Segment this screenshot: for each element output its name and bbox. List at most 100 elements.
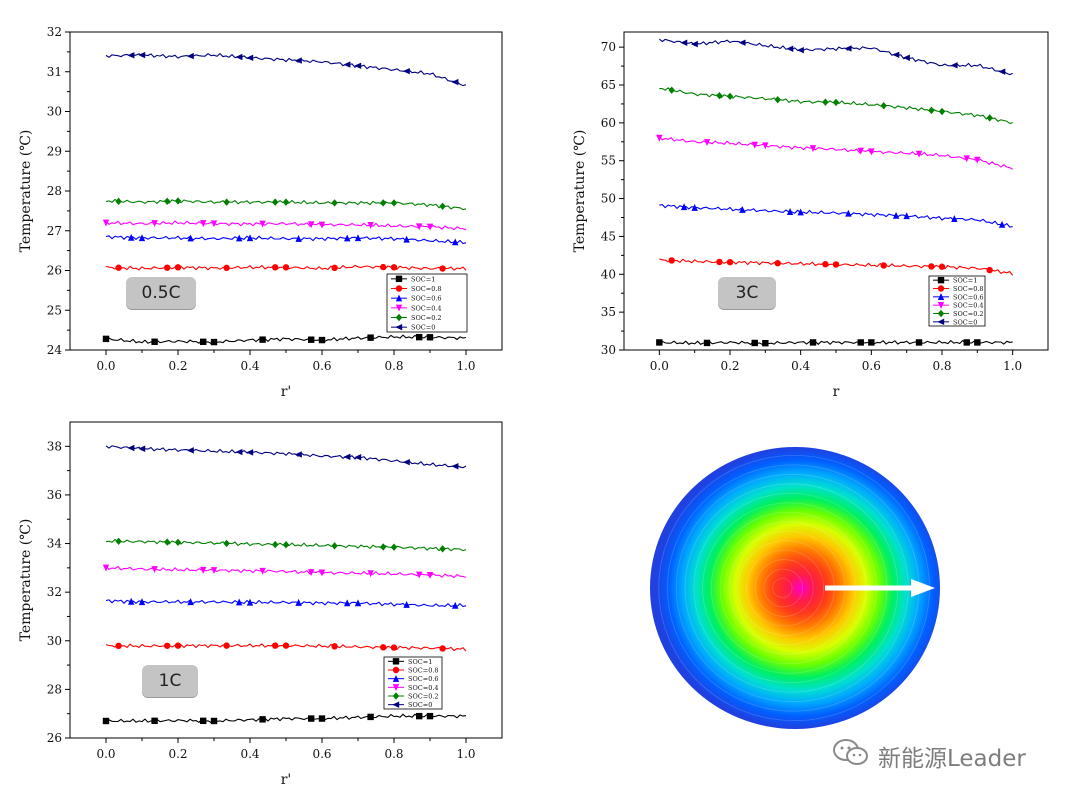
data-point xyxy=(115,197,122,206)
data-point xyxy=(986,266,993,274)
data-point xyxy=(282,541,290,549)
data-point xyxy=(786,208,794,215)
data-point xyxy=(868,148,875,156)
wechat-icon xyxy=(832,738,870,774)
data-point xyxy=(928,106,935,115)
data-point xyxy=(138,598,146,606)
x-tick-label: 0.4 xyxy=(791,359,810,373)
x-tick-label: 0.6 xyxy=(862,359,881,373)
data-point xyxy=(998,68,1006,75)
legend-label: SOC=0 xyxy=(953,318,977,326)
data-point xyxy=(403,601,410,608)
data-point xyxy=(915,339,923,346)
series-SOC=0.4 xyxy=(102,219,467,231)
data-point xyxy=(115,537,122,545)
series-SOC=0 xyxy=(658,38,1013,76)
data-point xyxy=(726,258,734,266)
data-point xyxy=(963,155,970,163)
x-tick-label: 0.2 xyxy=(720,359,739,373)
data-point xyxy=(308,221,315,229)
series-SOC=1 xyxy=(102,333,467,346)
x-tick-label: 0.8 xyxy=(932,359,951,373)
data-point xyxy=(680,203,688,211)
data-point xyxy=(102,219,110,227)
data-point xyxy=(102,564,110,572)
series-SOC=0.4 xyxy=(656,134,1013,170)
data-point xyxy=(151,220,158,228)
data-point xyxy=(294,451,302,458)
contour-isoline xyxy=(763,568,804,608)
legend-label: SOC=0.8 xyxy=(953,285,984,293)
data-point xyxy=(390,199,398,207)
series-SOC=0.2 xyxy=(105,537,467,553)
data-point xyxy=(439,645,446,652)
data-point xyxy=(880,262,887,269)
legend-box xyxy=(383,656,443,710)
chart-1C: 26 28 30 32 34 36 38 0.0 0.2 0.4 0.6 0.8 1.0 r' Temper… xyxy=(0,408,520,803)
legend-swatch-marker xyxy=(395,313,403,322)
legend-swatch-marker xyxy=(395,285,403,292)
chart-0.5C: 24 25 26 27 28 29 30 31 32 0.0 0.2 0.4 0.6 0.8 1.0 r' Te… xyxy=(0,0,520,408)
legend-swatch-marker xyxy=(937,301,945,309)
data-point xyxy=(295,598,302,606)
x-tick-label: 0.0 xyxy=(650,359,669,373)
data-point xyxy=(416,712,423,720)
data-point xyxy=(272,264,279,271)
data-point xyxy=(892,51,900,58)
data-point xyxy=(452,601,459,609)
data-point xyxy=(832,261,840,268)
data-point xyxy=(832,98,840,107)
series-line xyxy=(658,135,1013,170)
x-tick-label: 0.0 xyxy=(96,747,115,761)
data-point xyxy=(128,597,135,605)
y-tick-label: 50 xyxy=(601,192,616,206)
data-point xyxy=(331,199,338,207)
data-point xyxy=(151,566,158,574)
data-point xyxy=(223,264,230,272)
data-point xyxy=(318,715,326,722)
series-SOC=0.4 xyxy=(102,564,467,579)
series-SOC=0 xyxy=(105,51,467,87)
y-tick-label: 26 xyxy=(47,731,62,745)
y-tick-label: 27 xyxy=(47,224,62,238)
data-point xyxy=(938,107,946,116)
chart-3C-svg: 30 35 40 45 50 55 60 65 70 0.0 0.2 0.4 0.6 0.8 1.0 r Tem… xyxy=(572,31,1049,400)
legend-swatch-marker xyxy=(392,684,400,692)
data-point xyxy=(439,265,446,272)
legend-swatch-marker xyxy=(392,692,400,700)
legend-swatch-marker xyxy=(392,666,400,674)
series-SOC=0.8 xyxy=(659,257,1014,276)
data-point xyxy=(282,264,290,271)
data-point xyxy=(963,339,970,346)
data-point xyxy=(246,449,254,456)
data-point xyxy=(164,642,171,649)
data-point xyxy=(236,598,243,606)
data-point xyxy=(344,234,351,242)
series-SOC=0.6 xyxy=(105,597,467,609)
legend-label: SOC=0 xyxy=(411,324,435,332)
y-tick-label: 34 xyxy=(47,537,63,551)
data-point xyxy=(259,567,266,575)
data-point xyxy=(426,334,434,341)
data-point xyxy=(380,644,387,651)
y-tick-label: 38 xyxy=(47,439,62,453)
data-point xyxy=(416,571,423,579)
data-point xyxy=(308,336,315,343)
data-point xyxy=(295,235,302,242)
data-point xyxy=(880,102,887,110)
data-point xyxy=(774,95,781,104)
legend-label: SOC=0 xyxy=(408,701,432,709)
data-point xyxy=(822,261,829,268)
data-point xyxy=(938,263,946,270)
x-tick-label: 0.8 xyxy=(384,747,403,761)
data-point xyxy=(210,717,218,725)
series-line xyxy=(659,339,1013,346)
data-point xyxy=(354,454,362,461)
chart-1C-svg: 26 28 30 32 34 36 38 0.0 0.2 0.4 0.6 0.8 1.0 r' Temper… xyxy=(18,421,503,788)
data-point xyxy=(259,336,266,343)
data-point xyxy=(164,264,171,271)
data-point xyxy=(210,567,218,574)
data-point xyxy=(200,338,207,346)
rate-badge-3C: 3C xyxy=(718,277,776,309)
data-point xyxy=(716,91,723,100)
